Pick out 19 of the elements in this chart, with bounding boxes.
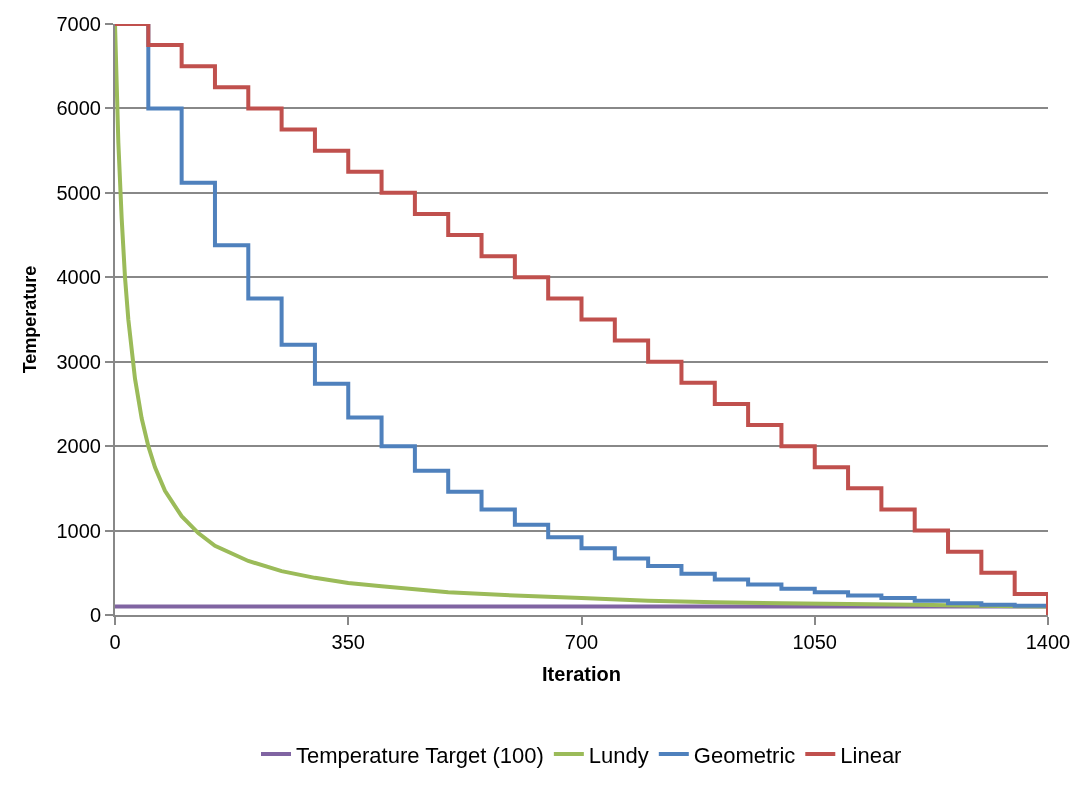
x-tick-label: 0	[109, 631, 121, 653]
legend-label: Temperature Target (100)	[296, 742, 544, 768]
y-tick-label: 0	[89, 604, 101, 626]
y-tick-label: 3000	[56, 350, 101, 373]
legend-label: Geometric	[693, 742, 796, 768]
y-tick-label: 4000	[56, 266, 101, 289]
y-axis-title: Temperature	[20, 265, 41, 374]
legend-label: Lundy	[588, 742, 649, 768]
y-tick-label: 2000	[56, 435, 101, 458]
y-tick-label: 6000	[56, 97, 101, 120]
legend-label: Linear	[840, 742, 902, 768]
x-tick-label: 700	[564, 631, 599, 653]
x-axis-title: Iteration	[542, 663, 621, 685]
y-tick-label: 7000	[56, 13, 101, 35]
x-tick-label: 1400	[1025, 631, 1071, 653]
y-tick-label: 1000	[56, 519, 101, 542]
x-tick-label: 1050	[792, 631, 837, 653]
y-tick-label: 5000	[56, 181, 101, 204]
x-tick-label: 350	[331, 631, 365, 653]
